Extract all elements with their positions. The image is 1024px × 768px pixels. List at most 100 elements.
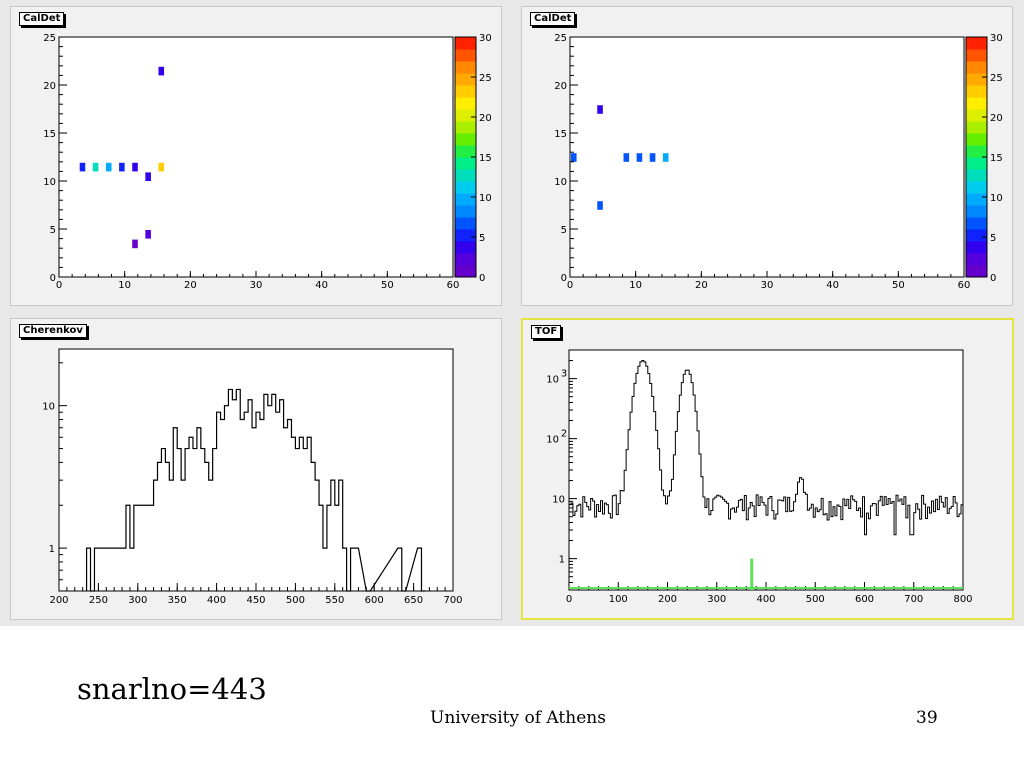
x-tick-label: 30 bbox=[250, 280, 263, 291]
x-tick-label: 650 bbox=[404, 595, 423, 606]
y-tick-label: 10 bbox=[546, 435, 559, 446]
palette-band bbox=[455, 121, 476, 134]
palette-band bbox=[455, 229, 476, 242]
palette-tick-label: 5 bbox=[479, 233, 485, 244]
heatmap-cell bbox=[145, 230, 151, 239]
heatmap-cell bbox=[636, 153, 643, 162]
palette-band bbox=[455, 73, 476, 86]
event-note: snarlno=443 bbox=[77, 672, 267, 706]
palette-band bbox=[966, 97, 987, 110]
y-tick-label: 5 bbox=[561, 225, 567, 236]
pad-title-caldet-right: CalDet bbox=[530, 12, 576, 26]
y-tick-label: 10 bbox=[42, 402, 55, 413]
heatmap-cell bbox=[132, 162, 138, 172]
y-tick-label: 10 bbox=[552, 495, 565, 506]
heatmap-cell bbox=[571, 153, 577, 162]
x-tick-label: 600 bbox=[365, 595, 384, 606]
palette-band bbox=[455, 85, 476, 98]
pad-title-caldet-left: CalDet bbox=[19, 12, 65, 26]
x-tick-label: 100 bbox=[609, 594, 628, 605]
palette-band bbox=[455, 241, 476, 254]
palette-tick-label: 15 bbox=[479, 153, 492, 164]
x-tick-label: 200 bbox=[658, 594, 677, 605]
y-tick-label: 10 bbox=[546, 375, 559, 386]
heatmap-cell bbox=[623, 153, 630, 162]
heatmap-cell bbox=[158, 162, 165, 172]
y-tick-label: 5 bbox=[50, 225, 56, 236]
caldet-right-pad[interactable]: 0 10 20 30 40 50 60 0 5 10 15 20 25 0 5 10 15 20 25 30 CalD… bbox=[521, 6, 1013, 306]
palette-band bbox=[966, 241, 987, 254]
palette-tick-label: 20 bbox=[479, 113, 492, 124]
x-tick-label: 450 bbox=[246, 595, 265, 606]
tof-pad[interactable]: 0 100 200 300 400 500 600 700 800 1 10 10 2 10 3 TOF bbox=[521, 318, 1014, 620]
palette-band bbox=[966, 193, 987, 206]
palette-band bbox=[455, 61, 476, 74]
palette-tick-label: 0 bbox=[479, 273, 485, 284]
palette-band bbox=[966, 253, 987, 266]
x-tick-label: 300 bbox=[128, 595, 147, 606]
palette-band bbox=[455, 157, 476, 170]
palette-tick-label: 20 bbox=[990, 113, 1003, 124]
palette-tick-label: 0 bbox=[990, 273, 996, 284]
x-tick-label: 40 bbox=[315, 280, 328, 291]
caldet-left-pad[interactable]: 0 10 20 30 40 50 60 0 5 10 15 20 25 0 5 10 15 20 25 30 CalD… bbox=[10, 6, 502, 306]
palette-band bbox=[966, 205, 987, 218]
palette-tick-label: 30 bbox=[990, 33, 1003, 44]
y-tick-label: 0 bbox=[561, 273, 567, 284]
root-canvas: 0 10 20 30 40 50 60 0 5 10 15 20 25 0 5 10 15 20 25 30 CalD… bbox=[0, 0, 1024, 626]
y-tick-label: 0 bbox=[50, 273, 56, 284]
histogram-line bbox=[85, 388, 426, 592]
palette-band bbox=[455, 133, 476, 146]
x-tick-label: 300 bbox=[707, 594, 726, 605]
x-tick-label: 350 bbox=[168, 595, 187, 606]
x-tick-label: 40 bbox=[826, 280, 839, 291]
palette-band bbox=[966, 229, 987, 242]
x-tick-label: 800 bbox=[953, 594, 972, 605]
x-tick-label: 50 bbox=[892, 280, 905, 291]
plot-frame bbox=[58, 36, 454, 278]
y-tick-exponent: 3 bbox=[561, 369, 567, 380]
heatmap-cell bbox=[649, 153, 656, 162]
pad-title-cherenkov: Cherenkov bbox=[19, 324, 87, 338]
heatmap-cell bbox=[662, 153, 669, 162]
tof-baseline-marker bbox=[750, 558, 754, 590]
palette-band bbox=[966, 109, 987, 122]
heatmap-cell bbox=[105, 162, 112, 172]
x-tick-label: 500 bbox=[806, 594, 825, 605]
palette-band bbox=[966, 85, 987, 98]
y-tick-label: 25 bbox=[554, 33, 567, 44]
y-tick-label: 10 bbox=[554, 177, 567, 188]
y-tick-label: 1 bbox=[559, 555, 565, 566]
cherenkov-pad[interactable]: 200 250 300 350 400 450 500 550 600 650 700 1 10 Che… bbox=[10, 318, 502, 620]
palette-band bbox=[455, 97, 476, 110]
caldet-left-plot: 0 10 20 30 40 50 60 0 5 10 15 20 25 0 5 10 15 20 25 30 bbox=[43, 33, 492, 291]
plot-frame bbox=[58, 348, 454, 592]
palette-band bbox=[966, 157, 987, 170]
palette-band bbox=[966, 37, 987, 50]
tof-histogram-line bbox=[569, 359, 963, 536]
palette-band bbox=[455, 181, 476, 194]
cherenkov-plot: 200 250 300 350 400 450 500 550 600 650 700 1 10 bbox=[42, 348, 463, 606]
x-tick-label: 700 bbox=[904, 594, 923, 605]
x-tick-label: 20 bbox=[184, 280, 197, 291]
x-tick-label: 400 bbox=[756, 594, 775, 605]
y-tick-label: 1 bbox=[49, 544, 55, 555]
y-tick-exponent: 2 bbox=[561, 429, 567, 440]
palette-band bbox=[455, 49, 476, 62]
y-tick-label: 25 bbox=[43, 33, 56, 44]
heatmap-cell bbox=[597, 201, 603, 210]
heatmap-cell bbox=[145, 172, 151, 181]
y-tick-label: 20 bbox=[554, 81, 567, 92]
x-tick-label: 0 bbox=[56, 280, 62, 291]
x-tick-label: 10 bbox=[629, 280, 642, 291]
palette-tick-label: 25 bbox=[479, 73, 492, 84]
palette-tick-label: 15 bbox=[990, 153, 1003, 164]
palette-band bbox=[966, 49, 987, 62]
heatmap-cell bbox=[597, 105, 603, 114]
caldet-right-plot: 0 10 20 30 40 50 60 0 5 10 15 20 25 0 5 10 15 20 25 30 bbox=[554, 33, 1003, 291]
heatmap-cell bbox=[92, 162, 99, 172]
palette-band bbox=[455, 253, 476, 266]
y-tick-label: 15 bbox=[554, 129, 567, 140]
palette-band bbox=[455, 145, 476, 158]
